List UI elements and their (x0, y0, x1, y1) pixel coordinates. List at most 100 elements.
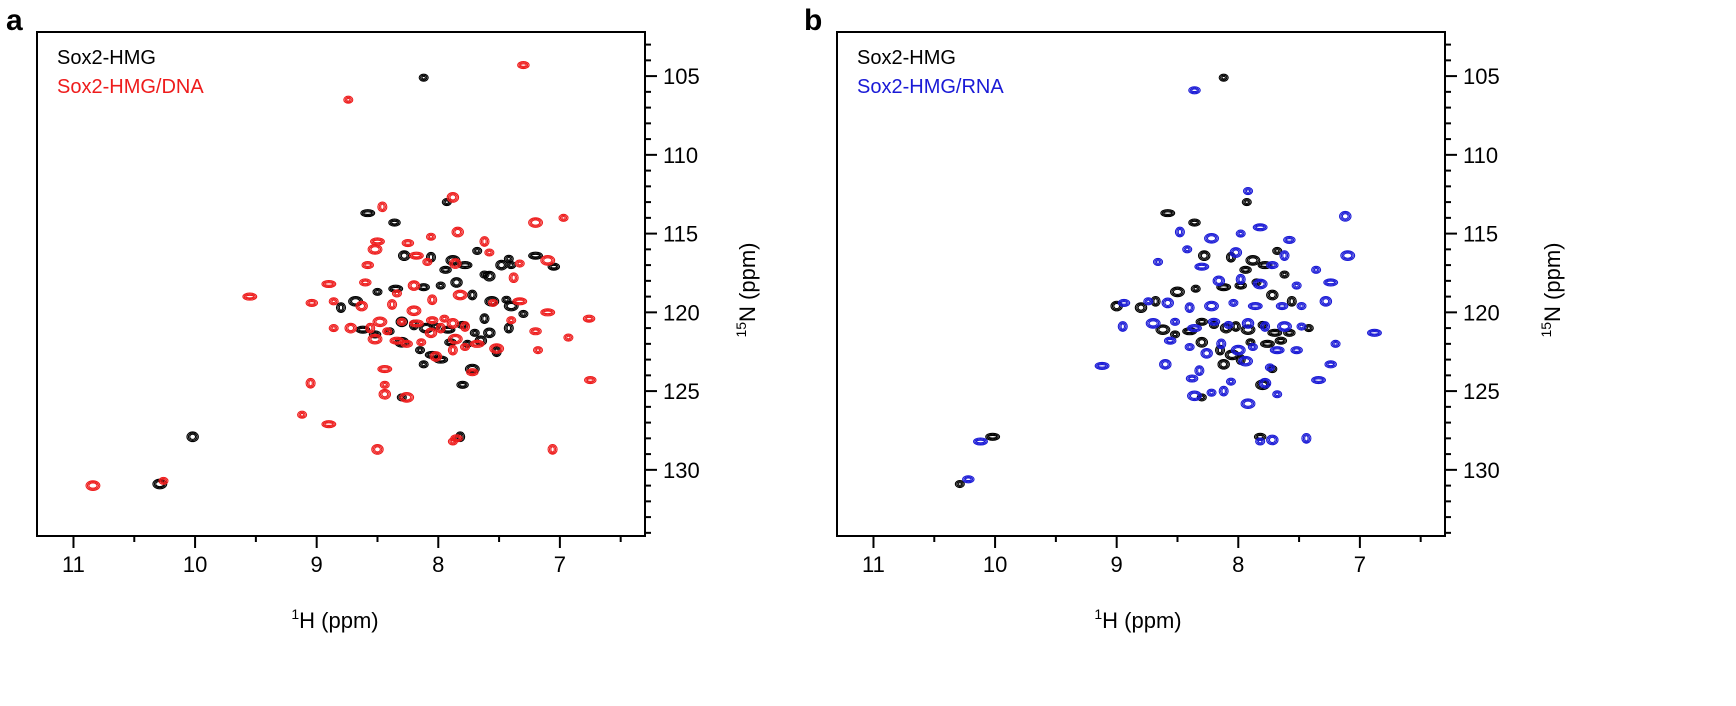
peak-series-1-74 (85, 480, 101, 491)
peak-series-0-3 (1241, 198, 1252, 207)
peak-series-0-19 (467, 289, 478, 301)
peak-series-1-19 (1291, 281, 1302, 290)
panel-a-label: a (6, 4, 23, 37)
peak-series-1-35 (582, 314, 596, 323)
peak-series-1-49 (400, 339, 413, 348)
peak-series-1-27 (512, 297, 528, 306)
peak-series-1-58 (1258, 377, 1272, 389)
peak-series-1-67 (1240, 398, 1256, 410)
peak-series-1-10 (479, 236, 490, 247)
panel-b-legend: Sox2-HMG Sox2-HMG/RNA (857, 47, 1004, 98)
peak-series-0-8 (1257, 261, 1273, 270)
peak-series-1-63 (466, 368, 479, 377)
y-tick-label: 110 (1463, 143, 1498, 168)
peak-series-1-69 (1311, 376, 1326, 385)
peak-series-1-10 (1279, 250, 1290, 261)
peak-series-1-51 (1159, 358, 1172, 370)
peak-series-1-68 (1272, 390, 1283, 399)
peak-series-1-45 (459, 321, 471, 332)
peak-series-0-29 (1267, 328, 1283, 337)
peak-series-1-53 (447, 333, 463, 345)
peak-series-1-62 (377, 364, 393, 374)
peak-series-1-39 (1277, 321, 1292, 332)
peak-series-1-50 (1330, 339, 1341, 348)
peak-series-1-2 (1339, 210, 1352, 222)
panel-b-x-axis: 11 10 9 8 7 (862, 536, 1422, 577)
panel-a-legend: Sox2-HMG Sox2-HMG/DNA (57, 47, 204, 98)
peak-series-0-23 (1195, 317, 1209, 326)
peak-series-0-17 (435, 281, 446, 290)
peak-series-0-20 (1155, 324, 1171, 336)
panel-b-y-axis-label-superscript: 15 (1538, 322, 1554, 338)
x-tick-label: 9 (1111, 552, 1123, 577)
peak-series-1-23 (1161, 297, 1175, 309)
peak-series-1-28 (305, 298, 319, 307)
peak-series-0-7 (1272, 246, 1283, 255)
y-tick-label: 105 (1463, 64, 1500, 89)
panel-a-plot-frame (36, 31, 646, 537)
peak-series-0-37 (1274, 336, 1288, 345)
peak-series-0-41 (464, 363, 480, 375)
peak-series-1-16 (1212, 275, 1226, 287)
peak-series-1-22 (1143, 297, 1154, 306)
y-tick-label: 115 (1463, 222, 1498, 247)
peak-series-1-44 (446, 318, 460, 329)
peak-series-1-57 (1225, 377, 1237, 386)
peak-series-0-54 (479, 313, 490, 325)
peak-series-1-46 (1230, 344, 1246, 356)
peak-series-0-42 (418, 360, 429, 369)
peak-series-1-65 (1266, 434, 1279, 446)
peak-series-0-50 (528, 251, 544, 260)
panel-b-x-axis-label-main: H (ppm) (1102, 608, 1181, 633)
y-tick-label: 105 (663, 64, 700, 89)
peak-series-1-33 (506, 316, 517, 325)
peak-series-1-17 (508, 272, 519, 284)
y-tick-label: 130 (1463, 458, 1500, 483)
peak-series-1-63 (962, 475, 975, 484)
peak-series-1-64 (379, 380, 390, 389)
peak-series-0-14 (1190, 284, 1201, 293)
peak-series-1-11 (1340, 250, 1356, 261)
peak-series-1-28 (1275, 301, 1289, 311)
peak-series-1-6 (370, 237, 385, 246)
peak-series-1-7 (1283, 235, 1296, 244)
peak-series-0-31 (469, 328, 480, 337)
peak-series-1-46 (367, 333, 383, 345)
panel-b-label: b (804, 4, 822, 37)
peak-series-1-14 (361, 261, 375, 270)
peak-series-1-29 (328, 297, 339, 306)
peak-series-0-33 (503, 322, 514, 334)
peak-series-0-1 (360, 209, 376, 218)
peak-series-1-58 (429, 351, 443, 362)
peak-series-1-5 (558, 213, 569, 222)
peak-series-1-50 (416, 338, 427, 347)
peak-series-0-1 (1160, 209, 1176, 218)
panel-b-x-axis-label: 1H (ppm) (1094, 606, 1181, 633)
peak-series-1-61 (1206, 388, 1217, 397)
peak-series-1-62 (973, 437, 988, 446)
peak-series-1-56 (529, 327, 542, 336)
peak-series-0-9 (1239, 265, 1252, 274)
peak-series-1-66 (1301, 433, 1312, 444)
peak-series-1-61 (532, 346, 544, 355)
peak-series-1-66 (305, 377, 316, 389)
peak-series-1-59 (1218, 385, 1229, 397)
y-tick-label: 110 (663, 143, 698, 168)
peak-series-1-6 (1252, 223, 1268, 232)
panel-a-x-axis-label: 1H (ppm) (291, 606, 378, 633)
peak-series-1-53 (1238, 355, 1254, 367)
x-tick-label: 8 (432, 552, 444, 577)
peak-series-1-72 (371, 444, 384, 455)
peak-series-1-23 (407, 280, 421, 291)
peak-series-0-0 (1218, 73, 1229, 82)
x-tick-label: 10 (183, 552, 207, 577)
peak-series-1-32 (1145, 318, 1161, 329)
peak-series-1-43 (1184, 342, 1195, 352)
peak-series-1-40 (396, 317, 407, 326)
peak-series-0-13 (1170, 286, 1185, 298)
panel-b-legend-entry-1: Sox2-HMG/RNA (857, 76, 1004, 98)
peak-series-1-24 (427, 294, 438, 306)
peak-series-0-35 (414, 346, 426, 355)
